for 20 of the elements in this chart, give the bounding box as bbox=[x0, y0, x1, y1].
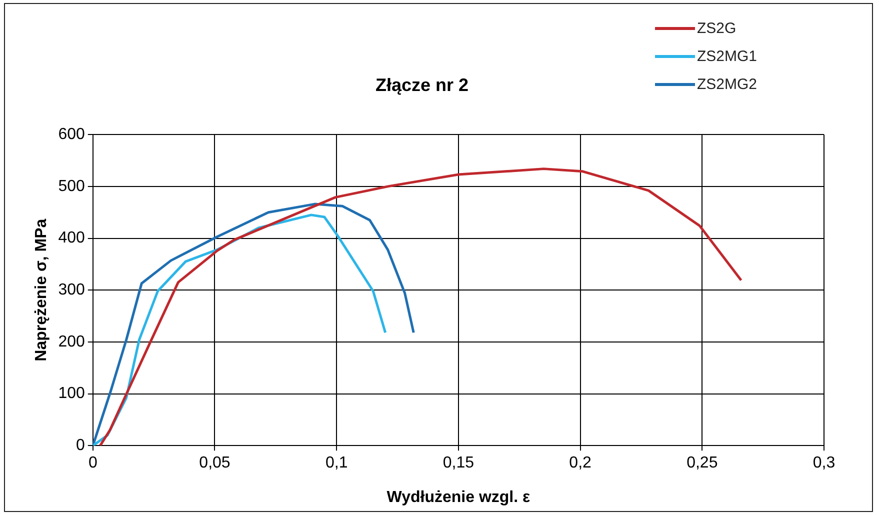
y-tick-label: 600 bbox=[58, 126, 85, 144]
x-tick-label: 0 bbox=[88, 454, 98, 472]
x-tick-label: 0,3 bbox=[812, 454, 836, 472]
y-tick-label: 300 bbox=[58, 282, 85, 299]
chart-title: Złącze nr 2 bbox=[375, 74, 469, 95]
x-tick-label: 0,15 bbox=[442, 454, 474, 472]
x-tick-label: 0,25 bbox=[686, 454, 718, 472]
y-axis-title: Naprężenie σ, MPa bbox=[33, 218, 50, 362]
x-tick-label: 0,1 bbox=[325, 454, 348, 472]
y-tick-label: 0 bbox=[76, 437, 85, 454]
y-tick-label: 100 bbox=[58, 385, 85, 402]
legend-label: ZS2G bbox=[697, 20, 736, 36]
legend-label: ZS2MG2 bbox=[697, 76, 758, 92]
legend-label: ZS2MG1 bbox=[697, 48, 758, 64]
x-tick-label: 0,05 bbox=[199, 454, 230, 472]
y-tick-label: 500 bbox=[58, 178, 85, 195]
y-tick-label: 400 bbox=[58, 230, 85, 247]
x-axis-title: Wydłużenie wzgl. ε bbox=[386, 488, 531, 506]
y-tick-label: 200 bbox=[58, 333, 85, 350]
x-tick-label: 0,2 bbox=[569, 454, 592, 472]
